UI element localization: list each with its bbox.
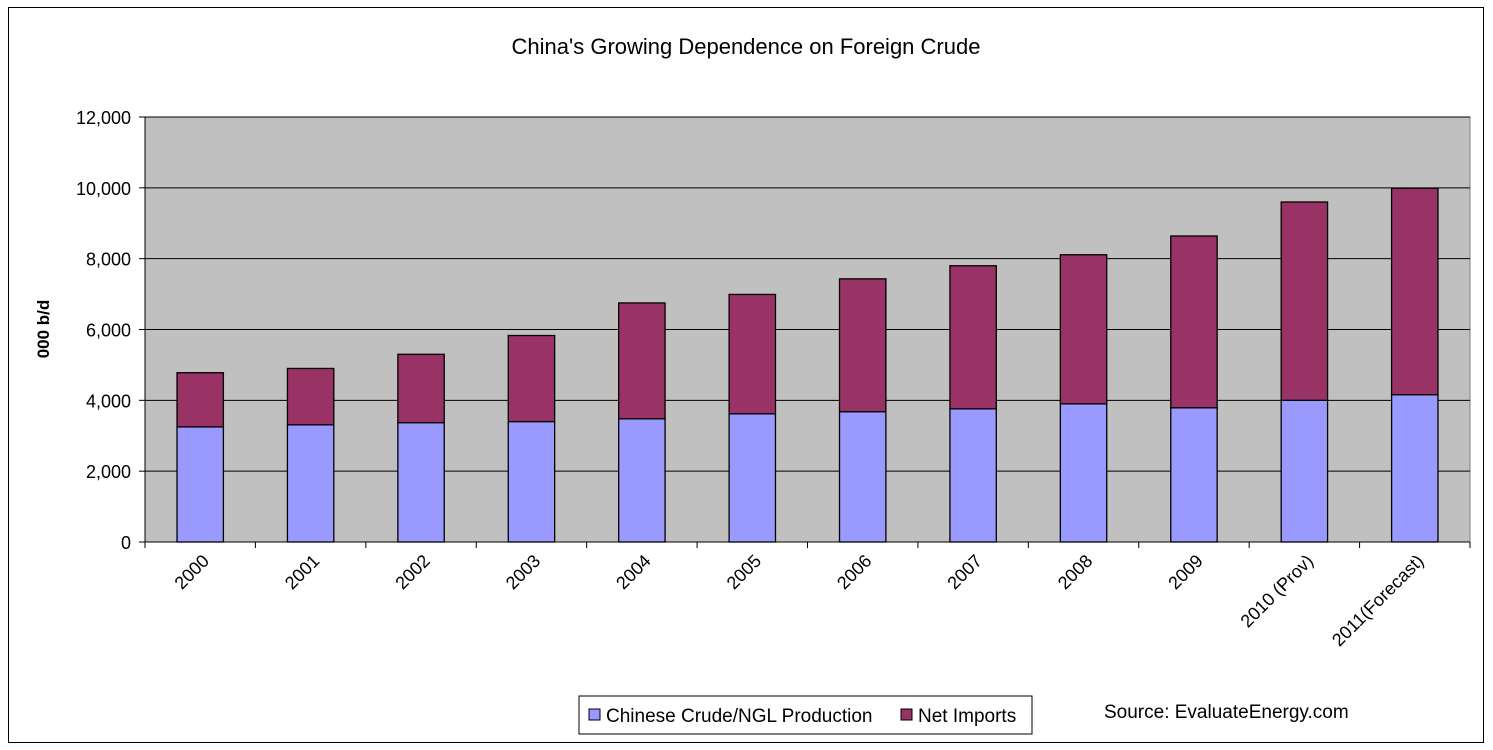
legend: Chinese Crude/NGL Production Net Imports [578, 695, 1033, 735]
bar-net-imports [507, 334, 556, 423]
bar-net-imports [1170, 235, 1218, 409]
x-tick-label: 2007 [943, 551, 985, 593]
bar-production [507, 420, 556, 543]
x-tick-label: 2008 [1054, 551, 1096, 593]
x-tick-label: 2011(Forecast) [1328, 551, 1428, 651]
x-tick-label: 2002 [391, 551, 433, 593]
x-tick-label: 2001 [281, 551, 323, 593]
bar-net-imports [949, 265, 997, 410]
legend-swatch [900, 708, 913, 721]
legend-label: Chinese Crude/NGL Production [606, 706, 873, 727]
bar-production [1170, 407, 1218, 543]
source-annotation: Source: EvaluateEnergy.com [1104, 702, 1349, 723]
x-tick-label: 2000 [171, 551, 213, 593]
bar-net-imports [618, 302, 666, 420]
y-tick-label: 8,000 [86, 250, 131, 270]
chart-frame: China's Growing Dependence on Foreign Cr… [8, 7, 1484, 743]
legend-box [578, 695, 1033, 735]
x-tick-label: 2003 [502, 551, 544, 593]
x-tick-label: 2004 [612, 551, 654, 593]
legend-swatch [588, 708, 601, 721]
y-axis-label: 000 b/d [34, 300, 53, 359]
bar-net-imports [176, 372, 225, 428]
bar-production [176, 426, 225, 543]
y-tick-label: 0 [121, 533, 131, 553]
bar-production [1390, 394, 1439, 543]
chart: China's Growing Dependence on Foreign Cr… [34, 34, 1471, 735]
bar-production [728, 413, 777, 543]
y-tick-label: 2,000 [86, 462, 131, 482]
bar-net-imports [286, 367, 335, 426]
plot-area: 0 2,000 4,000 6,000 8,000 10,000 12,000 2000 200… [76, 108, 1471, 651]
x-tick-label: 2006 [833, 551, 875, 593]
y-tick-label: 10,000 [76, 179, 131, 199]
bar-production [286, 424, 335, 543]
bar-net-imports [397, 353, 445, 424]
x-tick-label: 2009 [1164, 551, 1206, 593]
bar-production [838, 411, 887, 543]
bar-production [618, 418, 666, 543]
bar-net-imports [838, 278, 887, 413]
bar-net-imports [1280, 201, 1329, 401]
bar-production [1280, 399, 1329, 543]
bar-net-imports [1059, 254, 1108, 405]
x-tick-label: 2010 (Prov) [1237, 551, 1318, 632]
y-tick-label: 12,000 [76, 108, 131, 128]
bar-net-imports [728, 293, 777, 415]
y-tick-label: 4,000 [86, 391, 131, 411]
x-tick-label: 2005 [723, 551, 765, 593]
bar-production [397, 421, 445, 543]
bar-production [1059, 403, 1108, 543]
bar-production [949, 408, 997, 543]
y-tick-label: 6,000 [86, 321, 131, 341]
bar-net-imports [1390, 187, 1439, 396]
legend-label: Net Imports [918, 706, 1016, 727]
chart-title: China's Growing Dependence on Foreign Cr… [512, 34, 981, 59]
